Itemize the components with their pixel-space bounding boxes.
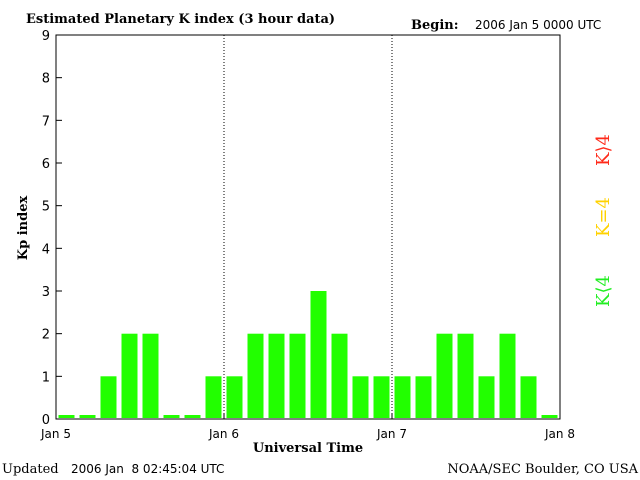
legend-k-greater-4: K⟩4: [593, 134, 614, 166]
kp-bar: [310, 291, 327, 418]
kp-bar: [415, 376, 432, 418]
updated-label: Updated: [2, 462, 59, 477]
y-tick-label: 0: [42, 413, 50, 428]
kp-bar: [373, 376, 390, 418]
x-axis-label: Universal Time: [253, 441, 363, 456]
kp-bar: [142, 333, 159, 418]
y-axis: 0 1 2 3 4 5 6 7 8 9: [42, 29, 62, 428]
kp-bar: [394, 376, 411, 418]
y-tick-label: 7: [42, 114, 50, 129]
kp-bar: [121, 333, 138, 418]
plot-area: [55, 34, 561, 420]
kp-bar: [352, 376, 369, 418]
kp-bar: [205, 376, 222, 418]
kp-bar: [58, 415, 75, 418]
y-tick-label: 4: [42, 242, 50, 257]
bars-group: [58, 291, 558, 418]
y-tick-label: 1: [42, 370, 50, 385]
source-credit: NOAA/SEC Boulder, CO USA: [447, 462, 638, 477]
y-tick-label: 9: [42, 29, 50, 44]
x-axis: Jan 5 Jan 6 Jan 7 Jan 8: [40, 413, 575, 441]
kp-bar: [499, 333, 516, 418]
kp-bar: [457, 333, 474, 418]
legend-k-less-4: K⟨4: [593, 275, 614, 307]
kp-bar: [520, 376, 537, 418]
x-tick-label: Jan 5: [40, 427, 71, 441]
y-tick-label: 2: [42, 328, 50, 343]
begin-value: 2006 Jan 5 0000 UTC: [475, 18, 601, 32]
y-tick-label: 5: [42, 200, 50, 215]
begin-label: Begin:: [411, 18, 459, 33]
kp-bar: [268, 333, 285, 418]
x-tick-label: Jan 6: [208, 427, 239, 441]
x-tick-label: Jan 7: [376, 427, 407, 441]
kp-bar: [79, 415, 96, 418]
updated-value: 2006 Jan 8 02:45:04 UTC: [71, 462, 224, 476]
x-tick-label: Jan 8: [544, 427, 575, 441]
kp-bar: [184, 415, 201, 418]
legend-k-equal-4: K=4: [593, 197, 614, 237]
kp-bar: [247, 333, 264, 418]
kp-bar: [436, 333, 453, 418]
kp-bar: [100, 376, 117, 418]
chart-title: Estimated Planetary K index (3 hour data…: [26, 12, 335, 27]
kp-bar: [226, 376, 243, 418]
kp-bar: [289, 333, 306, 418]
y-tick-label: 8: [42, 72, 50, 87]
y-tick-label: 3: [42, 285, 50, 300]
y-axis-label: Kp index: [16, 196, 31, 261]
kp-bar: [541, 415, 558, 418]
kp-bar: [331, 333, 348, 418]
kp-bar: [478, 376, 495, 418]
y-tick-label: 6: [42, 157, 50, 172]
kp-bar: [163, 415, 180, 418]
